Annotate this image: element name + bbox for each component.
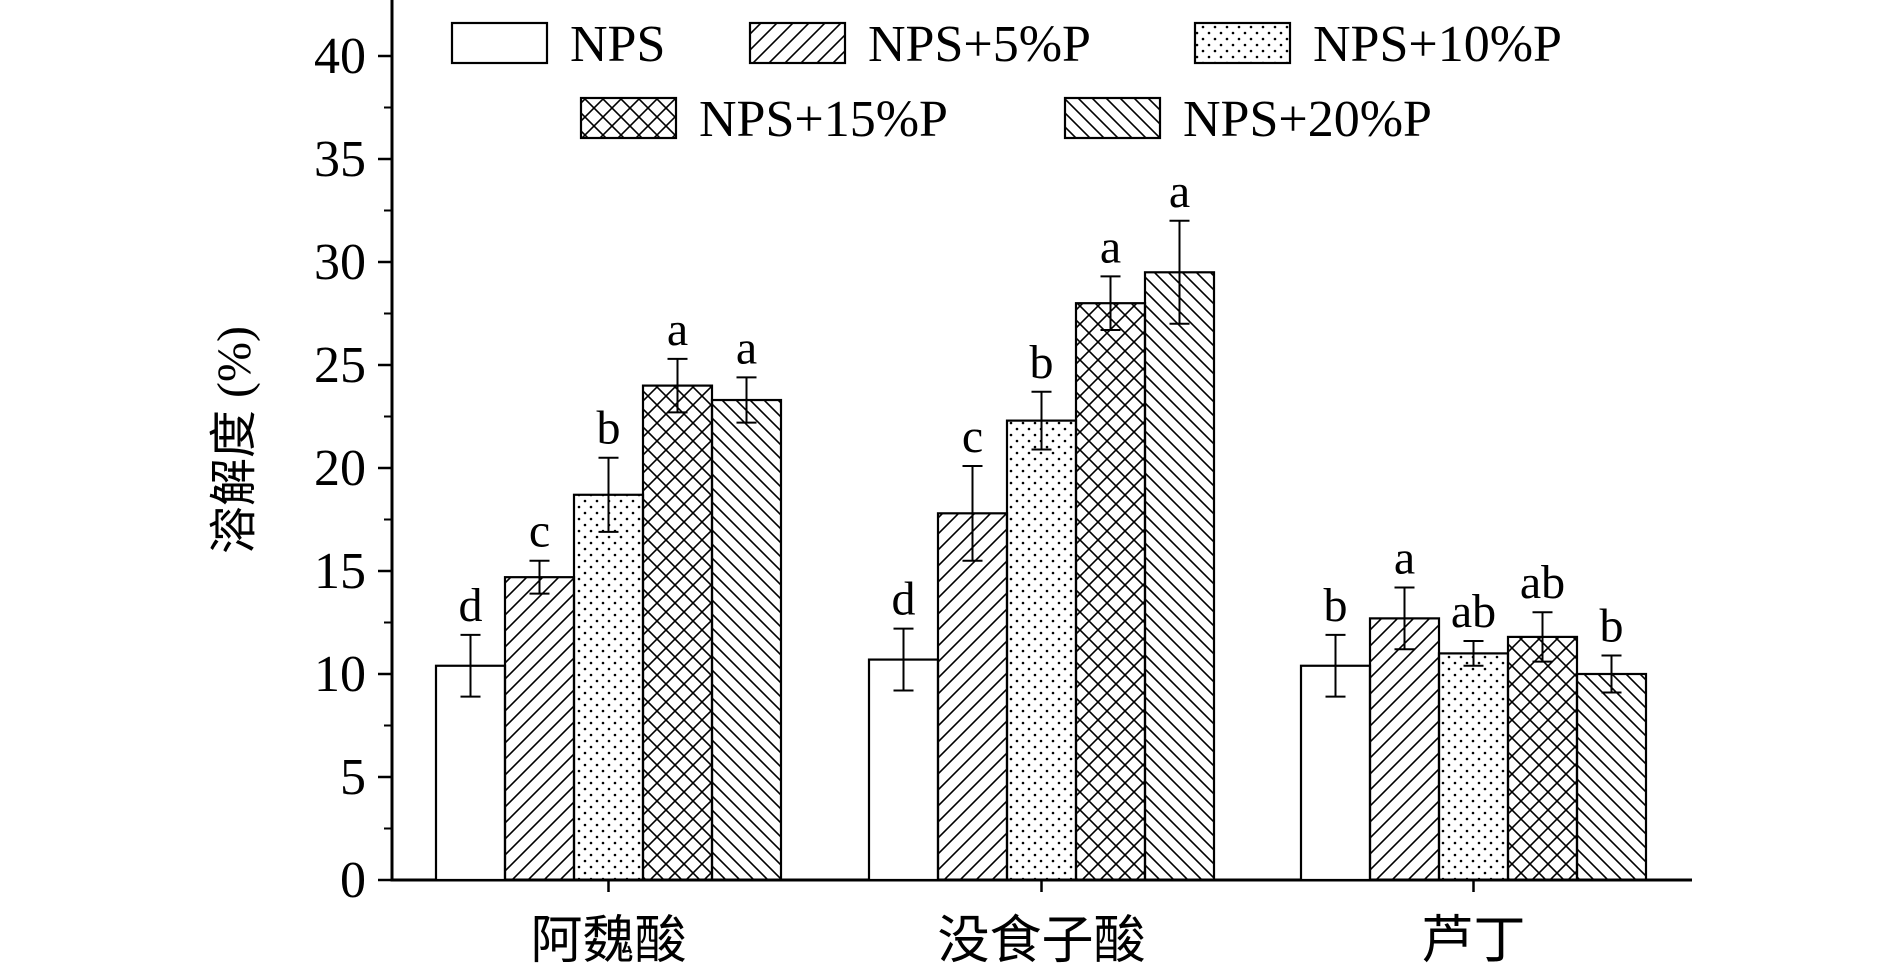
y-tick-label: 0 <box>340 852 366 909</box>
significance-label: b <box>597 402 621 455</box>
legend-swatch <box>579 96 678 140</box>
legend-label: NPS+10%P <box>1313 16 1562 73</box>
bar <box>1506 635 1579 882</box>
legend-label: NPS+20%P <box>1183 91 1432 148</box>
y-axis-label: 溶解度 (%) <box>208 326 261 554</box>
significance-label: c <box>962 410 983 463</box>
bar <box>1437 652 1510 882</box>
x-tick-label: 芦丁 <box>1421 913 1525 970</box>
legend-swatch <box>450 21 549 65</box>
bar <box>710 398 783 882</box>
bar <box>867 658 940 882</box>
bar <box>1074 302 1147 882</box>
significance-label: a <box>1394 531 1415 584</box>
legend: NPS NPS+5%P NPS+10%P NPS+15%P NPS+20%P <box>450 16 1562 148</box>
significance-label: b <box>1600 599 1624 652</box>
significance-label: ab <box>1520 556 1565 609</box>
y-tick-label: 15 <box>314 543 366 600</box>
legend-swatch <box>1193 21 1292 65</box>
bars <box>434 271 1648 882</box>
legend-swatch <box>748 21 847 65</box>
significance-label: d <box>892 573 916 626</box>
y-tick-label: 35 <box>314 131 366 188</box>
legend-label: NPS+5%P <box>868 16 1091 73</box>
bar <box>1368 617 1441 882</box>
bar <box>1575 672 1648 882</box>
y-tick-label: 5 <box>340 749 366 806</box>
bar <box>1143 271 1216 882</box>
bar <box>503 576 576 882</box>
y-tick-label: 20 <box>314 440 366 497</box>
significance-label: a <box>667 303 688 356</box>
x-tick-label: 没食子酸 <box>937 913 1145 970</box>
legend-label: NPS <box>570 16 665 73</box>
significance-label: a <box>736 321 757 374</box>
bar <box>572 493 645 882</box>
significance-label: b <box>1030 336 1054 389</box>
bar <box>936 512 1009 882</box>
bar <box>641 384 714 882</box>
bar <box>1005 419 1078 882</box>
y-tick-label: 10 <box>314 646 366 703</box>
significance-label: c <box>529 505 550 558</box>
legend-swatch <box>1063 96 1162 140</box>
significance-label: ab <box>1451 585 1496 638</box>
significance-label: a <box>1100 220 1121 273</box>
error-bars <box>460 219 1622 698</box>
bar <box>1299 664 1372 882</box>
x-tick-label: 阿魏酸 <box>530 913 686 970</box>
bar <box>434 664 507 882</box>
legend-label: NPS+15%P <box>699 91 948 148</box>
axes: 0 5 10 15 20 25 30 35 40 阿魏酸 没食子酸 芦丁 <box>314 0 1692 970</box>
significance-label: b <box>1324 579 1348 632</box>
significance-label: d <box>459 579 483 632</box>
y-tick-label: 25 <box>314 337 366 394</box>
y-tick-label: 40 <box>314 28 366 85</box>
y-tick-label: 30 <box>314 234 366 291</box>
significance-label: a <box>1169 165 1190 218</box>
